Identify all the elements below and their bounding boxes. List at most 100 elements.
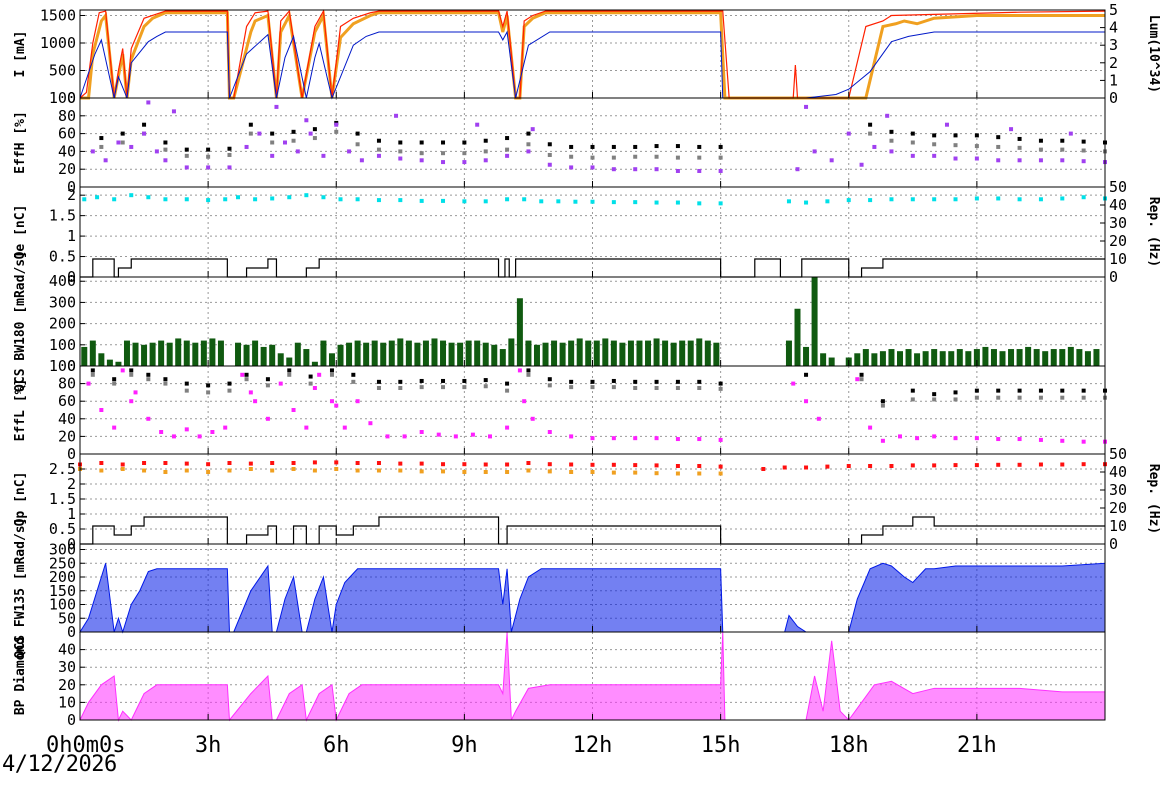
ytick-label-1: 20 [58, 427, 76, 445]
point-eff_purple-3 [129, 144, 134, 149]
point-qe_cyan-32 [675, 200, 680, 205]
point-eff_black-17 [441, 378, 446, 383]
point-qp_orange-30 [718, 471, 723, 476]
y2tick-label-1: 10 [1109, 517, 1127, 535]
point-eff_gray-27 [654, 386, 659, 390]
point-eff_black-29 [697, 379, 702, 384]
point-eff_black-31 [889, 129, 894, 134]
point-qp_red-1 [99, 461, 104, 465]
ytick-label-0: 0 [67, 445, 76, 463]
point-qe_cyan-3 [129, 193, 134, 198]
ytick-label-2: 1 [67, 227, 76, 245]
point-qe_cyan-21 [462, 199, 467, 204]
point-qp_orange-11 [312, 468, 317, 473]
point-qp_red-14 [376, 461, 381, 465]
point-qp_red-35 [846, 464, 851, 468]
point-eff_black-29 [718, 144, 723, 149]
area-qcs_blue [79, 562, 1106, 634]
point-eff_purple-45 [932, 153, 937, 158]
point-eff_gray-10 [287, 372, 292, 377]
point-qp_red-5 [184, 461, 189, 466]
point-eff_purple-35 [697, 168, 702, 173]
point-eff_purple-64 [1009, 127, 1014, 132]
point-eff_purple-14 [295, 149, 300, 154]
point-qp_red-46 [1081, 462, 1086, 467]
point-qp_red-37 [889, 464, 894, 468]
point-eff_magenta-6 [159, 430, 164, 434]
xtick-label-4: 12h [573, 733, 613, 758]
point-eff_magenta-62 [334, 403, 339, 408]
ytick-label-5: 250 [49, 554, 76, 572]
point-eff_gray-20 [505, 388, 510, 393]
point-eff_purple-32 [633, 167, 638, 172]
point-eff_black-0 [99, 136, 104, 141]
ytick-label-3: 150 [49, 582, 76, 600]
point-eff_magenta-41 [718, 437, 723, 442]
point-qe_cyan-14 [321, 195, 326, 200]
point-eff_magenta-29 [488, 434, 492, 439]
point-eff_purple-20 [376, 153, 381, 158]
point-eff_purple-51 [1060, 158, 1065, 163]
point-eff_gray-22 [569, 154, 574, 159]
point-qe_cyan-27 [573, 199, 578, 204]
point-eff_purple-63 [944, 122, 949, 127]
point-qp_red-32 [782, 465, 787, 470]
point-qp_orange-6 [206, 470, 211, 474]
point-qe_cyan-49 [1081, 195, 1086, 200]
point-qe_cyan-22 [483, 199, 488, 204]
point-eff_gray-30 [718, 386, 723, 391]
point-qp_orange-26 [633, 470, 638, 475]
point-eff_purple-0 [90, 149, 95, 154]
point-eff_gray-31 [859, 377, 864, 382]
point-qe_cyan-39 [868, 198, 873, 203]
point-qe_cyan-35 [786, 199, 791, 204]
point-qe_cyan-8 [223, 197, 228, 202]
point-qe_cyan-0 [82, 197, 87, 202]
ytick-label-1: 0.5 [49, 520, 76, 538]
point-eff_magenta-49 [915, 436, 920, 441]
point-qp_red-36 [868, 464, 873, 468]
point-qp_orange-1 [99, 468, 104, 473]
ytick-label-1: 10 [58, 693, 76, 711]
panel-frame [79, 9, 1106, 99]
point-eff_black-10 [287, 368, 292, 373]
point-eff_black-21 [547, 142, 552, 147]
ytick-label-2: 100 [49, 596, 76, 614]
ytick-label-4: 2 [67, 186, 76, 204]
point-eff_purple-50 [1038, 158, 1043, 163]
point-eff_gray-9 [291, 138, 296, 143]
point-qe_cyan-24 [522, 197, 527, 202]
point-eff_gray-21 [547, 152, 552, 157]
point-eff_black-11 [308, 374, 313, 379]
point-eff_purple-59 [475, 122, 480, 127]
point-eff_magenta-17 [304, 425, 309, 430]
point-eff_black-12 [355, 131, 360, 136]
point-qp_orange-17 [441, 469, 446, 474]
point-eff_black-42 [1081, 388, 1086, 393]
point-eff_magenta-42 [791, 381, 796, 386]
point-eff_black-8 [244, 372, 249, 377]
point-eff_black-28 [697, 144, 702, 149]
point-eff_gray-37 [996, 395, 1001, 400]
point-qe_cyan-18 [398, 198, 403, 203]
point-eff_magenta-55 [1038, 437, 1043, 442]
xtick-label-2: 6h [323, 733, 350, 758]
point-eff_magenta-43 [804, 399, 809, 404]
point-eff_magenta-10 [210, 430, 215, 434]
point-qp_orange-14 [376, 468, 381, 473]
point-eff_purple-34 [675, 168, 680, 173]
y2tick-label-0: 0 [1109, 89, 1118, 107]
point-eff_gray-40 [1081, 148, 1086, 153]
point-eff_gray-39 [1038, 395, 1043, 400]
point-eff_gray-10 [312, 136, 317, 141]
ytick-label-2: 1000 [40, 34, 76, 52]
point-eff_gray-4 [163, 381, 168, 386]
point-eff_black-35 [932, 392, 937, 397]
point-eff_gray-14 [398, 149, 403, 154]
point-eff_purple-29 [569, 165, 574, 170]
point-eff_black-18 [483, 138, 488, 143]
point-eff_black-33 [880, 399, 885, 404]
point-eff_purple-44 [910, 153, 915, 158]
